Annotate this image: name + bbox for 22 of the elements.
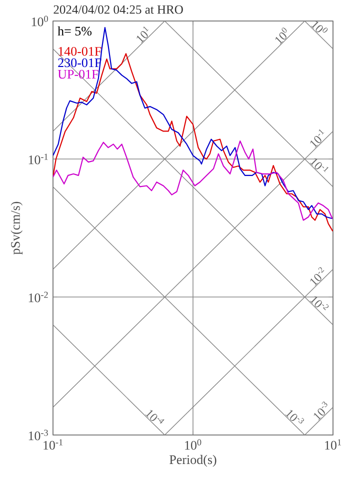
x-tick-label: 10$^{0}$ (185, 439, 202, 450)
annotation: 10$^{-1}$ (310, 129, 324, 148)
x-axis-title: Period(s) (170, 454, 216, 467)
y-tick-label: 10$^{-1}$ (28, 154, 48, 164)
y-tick-label: 10$^{-3}$ (28, 430, 48, 440)
text: UP-01F (58, 70, 98, 79)
annotation: 10$^{-1}$ (310, 158, 328, 172)
annotation: 10$^{0}$ (310, 21, 328, 33)
x-tick-label: 10$^{-1}$ (44, 439, 62, 450)
annotation: 10$^{-3}$ (285, 410, 304, 424)
annotation: 10$^{-2}$ (310, 267, 324, 286)
annotation: 10$^{0}$ (275, 28, 287, 44)
annotation: 10$^{-4}$ (145, 410, 164, 424)
y-tick-label: 10$^{-2}$ (28, 292, 48, 302)
y-axis-title: pSv(cm/s) (10, 202, 23, 255)
annotation: 10$^{-2}$ (310, 296, 329, 310)
annotation: h= 5% (58, 26, 92, 36)
chart-title: 2024/04/02 04:25 at HRO (54, 5, 183, 14)
annotation: 10$^{1}$ (136, 26, 149, 44)
annotation: 10$^{-3}$ (314, 402, 328, 420)
y-tick-label: 10$^{0}$ (32, 16, 48, 26)
x-tick-label: 10$^{1}$ (325, 439, 341, 450)
